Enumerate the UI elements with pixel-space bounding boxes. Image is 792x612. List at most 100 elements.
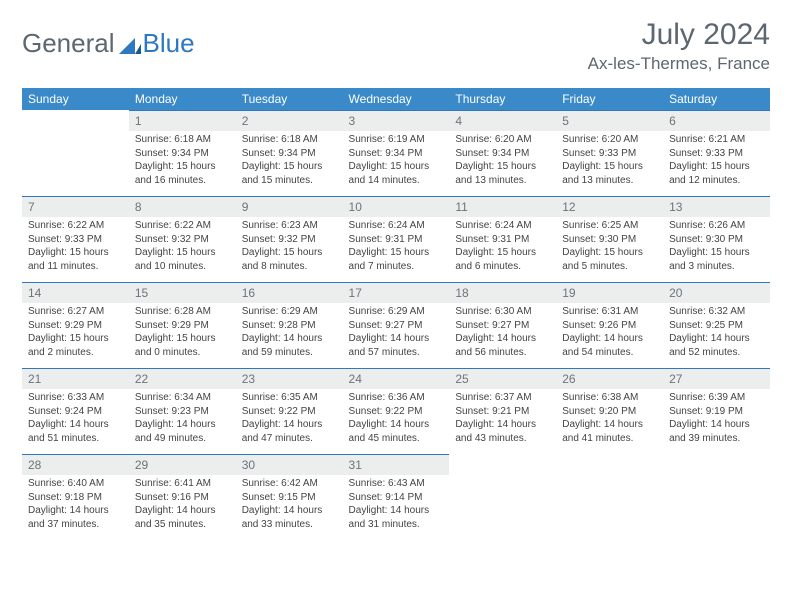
weekday-header: Monday (129, 88, 236, 110)
day-body: Sunrise: 6:42 AM Sunset: 9:15 PM Daylight:… (236, 475, 343, 535)
day-number: 6 (663, 110, 770, 131)
day-body: Sunrise: 6:24 AMSunset: 9:31 PMDaylight:… (343, 217, 450, 277)
sunset: Sunset: 9:15 PM (242, 492, 316, 503)
sunrise: Sunrise: 6:23 AM (242, 220, 318, 231)
day-number: 29 (129, 454, 236, 475)
sunrise: Sunrise: 6:34 AM (135, 392, 211, 403)
day-number: 16 (236, 282, 343, 303)
day-number: 21 (22, 368, 129, 389)
day-number: 1 (129, 110, 236, 131)
sunset: Sunset: 9:33 PM (562, 148, 636, 159)
sunrise: Sunrise: 6:41 AM (135, 478, 211, 489)
calendar-body: .1Sunrise: 6:18 AMSunset: 9:34 PMDayligh… (22, 110, 770, 550)
calendar-cell: 27Sunrise: 6:39 AMSunset: 9:19 PMDayligh… (663, 368, 770, 454)
day-body: Sunrise: 6:32 AMSunset: 9:25 PMDaylight:… (663, 303, 770, 363)
sunset: Sunset: 9:28 PM (242, 320, 316, 331)
sunrise: Sunrise: 6:31 AM (562, 306, 638, 317)
day-number: 28 (22, 454, 129, 475)
day-number: 14 (22, 282, 129, 303)
sunset: Sunset: 9:29 PM (28, 320, 102, 331)
sunset: Sunset: 9:14 PM (349, 492, 423, 503)
sunset: Sunset: 9:27 PM (455, 320, 529, 331)
daylight: Daylight: 15 hours and 12 minutes. (669, 161, 750, 186)
sunset: Sunset: 9:22 PM (349, 406, 423, 417)
calendar-row: 21 Sunrise: 6:33 AM Sunset: 9:24 PM Dayligh… (22, 368, 770, 454)
day-body: Sunrise: 6:20 AMSunset: 9:33 PMDaylight:… (556, 131, 663, 191)
day-body: Sunrise: 6:35 AM Sunset: 9:22 PM Daylight:… (236, 389, 343, 449)
daylight: Daylight: 14 hours and 54 minutes. (562, 333, 643, 358)
daylight: Daylight: 14 hours and 52 minutes. (669, 333, 750, 358)
day-number: 11 (449, 196, 556, 217)
day-body: Sunrise: 6:41 AMSunset: 9:16 PMDaylight:… (129, 475, 236, 535)
day-body: Sunrise: 6:37 AM Sunset: 9:21 PM Daylight:… (449, 389, 556, 449)
sunrise: Sunrise: 6:25 AM (562, 220, 638, 231)
logo-text-2: Blue (143, 28, 195, 59)
weekday-row: SundayMondayTuesdayWednesdayThursdayFrid… (22, 88, 770, 110)
sunrise: Sunrise: 6:29 AM (349, 306, 425, 317)
sunrise: Sunrise: 6:28 AM (135, 306, 211, 317)
sunset: Sunset: 9:34 PM (242, 148, 316, 159)
weekday-header: Saturday (663, 88, 770, 110)
calendar-cell: 14 Sunrise: 6:27 AM Sunset: 9:29 PM Dayligh… (22, 282, 129, 368)
day-number: 12 (556, 196, 663, 217)
day-number: 31 (343, 454, 450, 475)
sunrise: Sunrise: 6:19 AM (349, 134, 425, 145)
calendar-cell: 1Sunrise: 6:18 AMSunset: 9:34 PMDaylight… (129, 110, 236, 196)
day-body: Sunrise: 6:38 AMSunset: 9:20 PMDaylight:… (556, 389, 663, 449)
day-body: Sunrise: 6:39 AMSunset: 9:19 PMDaylight:… (663, 389, 770, 449)
sunrise: Sunrise: 6:33 AM (28, 392, 104, 403)
location: Ax-les-Thermes, France (588, 54, 770, 74)
calendar-cell: . (663, 454, 770, 550)
daylight: Daylight: 15 hours and 10 minutes. (135, 247, 216, 272)
day-body: Sunrise: 6:26 AMSunset: 9:30 PMDaylight:… (663, 217, 770, 277)
sunrise: Sunrise: 6:39 AM (669, 392, 745, 403)
sunrise: Sunrise: 6:30 AM (455, 306, 531, 317)
calendar-cell: 30 Sunrise: 6:42 AM Sunset: 9:15 PM Dayligh… (236, 454, 343, 550)
calendar-cell: 7Sunrise: 6:22 AMSunset: 9:33 PMDaylight… (22, 196, 129, 282)
sunset: Sunset: 9:16 PM (135, 492, 209, 503)
daylight: Daylight: 14 hours and 33 minutes. (242, 505, 323, 530)
day-number: 4 (449, 110, 556, 131)
daylight: Daylight: 15 hours and 2 minutes. (28, 333, 109, 358)
day-number: 19 (556, 282, 663, 303)
calendar-cell: 18Sunrise: 6:30 AMSunset: 9:27 PMDayligh… (449, 282, 556, 368)
day-body: Sunrise: 6:31 AMSunset: 9:26 PMDaylight:… (556, 303, 663, 363)
calendar-cell: 23Sunrise: 6:35 AMSunset: 9:22 PMDayligh… (236, 368, 343, 454)
calendar-row: 14 Sunrise: 6:27 AM Sunset: 9:29 PM Dayligh… (22, 282, 770, 368)
day-number: 30 (236, 454, 343, 475)
calendar-cell: 26Sunrise: 6:38 AMSunset: 9:20 PMDayligh… (556, 368, 663, 454)
daylight: Daylight: 14 hours and 56 minutes. (455, 333, 536, 358)
day-body: Sunrise: 6:27 AM Sunset: 9:29 PM Daylight:… (22, 303, 129, 363)
calendar-cell: 11Sunrise: 6:24 AMSunset: 9:31 PMDayligh… (449, 196, 556, 282)
daylight: Daylight: 14 hours and 41 minutes. (562, 419, 643, 444)
sunset: Sunset: 9:34 PM (135, 148, 209, 159)
sunset: Sunset: 9:24 PM (28, 406, 102, 417)
daylight: Daylight: 14 hours and 47 minutes. (242, 419, 323, 444)
sunrise: Sunrise: 6:37 AM (455, 392, 531, 403)
sunset: Sunset: 9:21 PM (455, 406, 529, 417)
sunrise: Sunrise: 6:27 AM (28, 306, 104, 317)
sunrise: Sunrise: 6:21 AM (669, 134, 745, 145)
title-block: July 2024 Ax-les-Thermes, France (588, 18, 770, 74)
daylight: Daylight: 14 hours and 49 minutes. (135, 419, 216, 444)
calendar-cell: 20Sunrise: 6:32 AMSunset: 9:25 PMDayligh… (663, 282, 770, 368)
sunrise: Sunrise: 6:35 AM (242, 392, 318, 403)
sunrise: Sunrise: 6:42 AM (242, 478, 318, 489)
daylight: Daylight: 14 hours and 43 minutes. (455, 419, 536, 444)
calendar-cell: 12Sunrise: 6:25 AMSunset: 9:30 PMDayligh… (556, 196, 663, 282)
calendar-row: .1Sunrise: 6:18 AMSunset: 9:34 PMDayligh… (22, 110, 770, 196)
day-number: 5 (556, 110, 663, 131)
calendar-cell: 28Sunrise: 6:40 AMSunset: 9:18 PMDayligh… (22, 454, 129, 550)
sunset: Sunset: 9:25 PM (669, 320, 743, 331)
day-number: 7 (22, 196, 129, 217)
sunrise: Sunrise: 6:20 AM (455, 134, 531, 145)
sunset: Sunset: 9:22 PM (242, 406, 316, 417)
sunset: Sunset: 9:19 PM (669, 406, 743, 417)
calendar-row: 7Sunrise: 6:22 AMSunset: 9:33 PMDaylight… (22, 196, 770, 282)
daylight: Daylight: 15 hours and 11 minutes. (28, 247, 109, 272)
daylight: Daylight: 15 hours and 6 minutes. (455, 247, 536, 272)
day-body: Sunrise: 6:43 AMSunset: 9:14 PMDaylight:… (343, 475, 450, 535)
day-body: Sunrise: 6:29 AMSunset: 9:27 PMDaylight:… (343, 303, 450, 363)
calendar-cell: . (22, 110, 129, 196)
day-number: 26 (556, 368, 663, 389)
